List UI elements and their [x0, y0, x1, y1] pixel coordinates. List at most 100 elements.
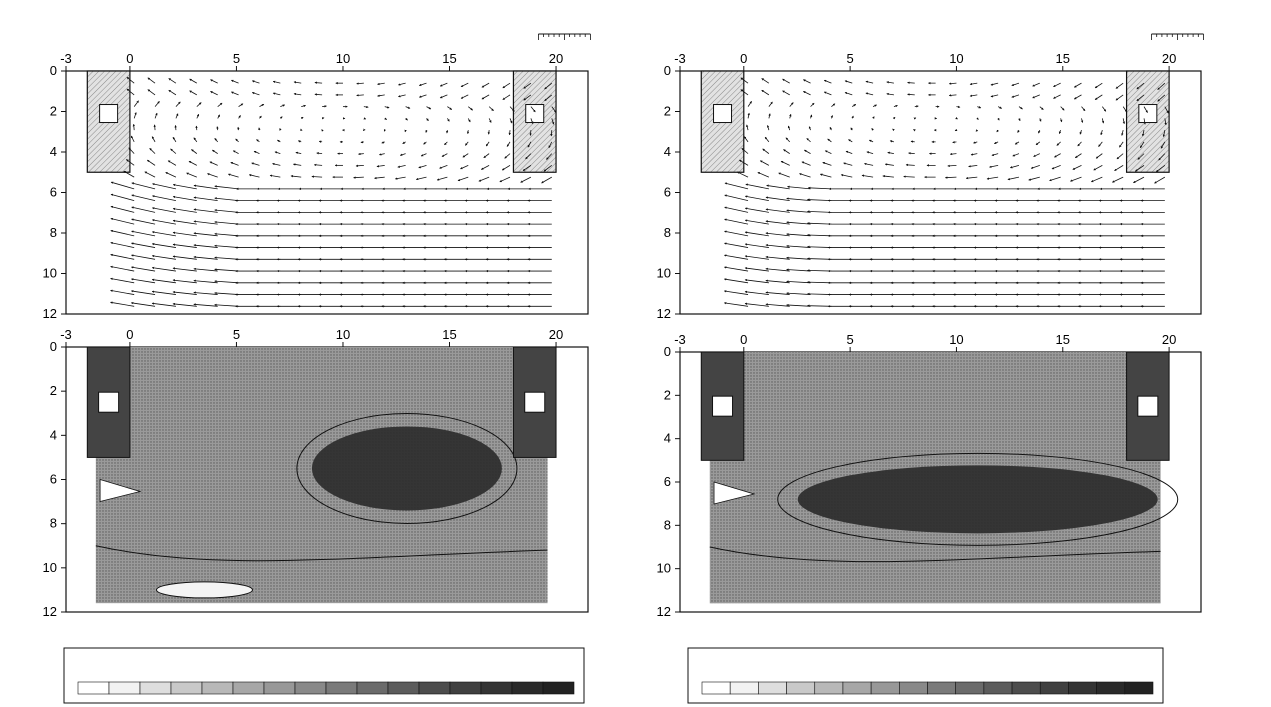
vector-arrow: [295, 151, 302, 155]
vector-arrow: [747, 101, 752, 107]
vector-arrow: [551, 106, 557, 113]
vector-arrow: [462, 153, 469, 158]
vector-arrow: [1122, 118, 1126, 125]
vector-arrow: [217, 102, 223, 107]
colorbar-swatch: [729, 681, 759, 695]
vector-arrow: [227, 173, 239, 178]
vector-arrow: [251, 92, 260, 96]
vector-arrow: [297, 140, 302, 143]
vector-arrow: [807, 210, 832, 213]
vector-arrow: [884, 163, 894, 166]
x-tick-label: 0: [126, 51, 133, 66]
vector-arrow: [913, 117, 917, 120]
vector-arrow: [745, 183, 769, 190]
vector-field: [110, 76, 557, 308]
vector-arrow: [768, 101, 773, 107]
vector-arrow: [1054, 153, 1061, 158]
vector-arrow: [193, 220, 218, 225]
vector-arrow: [378, 153, 385, 156]
vector-arrow: [1039, 106, 1044, 110]
y-tick-label: 4: [50, 427, 57, 442]
vector-arrow: [110, 229, 135, 237]
vector-arrow: [914, 105, 919, 108]
vector-arrow: [1100, 130, 1103, 136]
vector-arrow: [193, 244, 218, 248]
vector-arrow: [214, 291, 239, 295]
vector-arrow: [741, 148, 749, 154]
vector-arrow: [238, 115, 241, 119]
vector-arrow: [744, 231, 769, 237]
vector-arrow: [1039, 118, 1042, 122]
vector-arrow: [316, 152, 323, 155]
vector-arrow: [785, 137, 791, 143]
vector-arrow: [165, 172, 177, 178]
vector-arrow: [997, 106, 1003, 109]
vector-arrow: [172, 231, 197, 237]
vector-arrow: [259, 115, 262, 119]
vector-arrow: [807, 198, 832, 201]
vector-arrow: [1053, 94, 1061, 99]
colorbar-swatch: [1039, 681, 1069, 695]
vector-arrow: [746, 124, 749, 131]
vector-arrow: [871, 128, 874, 131]
vector-arrow: [214, 197, 239, 201]
vector-arrow: [279, 116, 283, 119]
vector-arrow: [363, 117, 367, 120]
vector-arrow: [321, 129, 324, 132]
vector-arrow: [1141, 130, 1145, 137]
vector-arrow: [356, 82, 364, 85]
vector-arrow: [290, 174, 302, 178]
vector-arrow: [892, 128, 895, 132]
vector-arrow: [152, 195, 177, 201]
vector-arrow: [1102, 106, 1107, 112]
vector-arrow: [172, 136, 177, 143]
vector-arrow: [810, 102, 815, 107]
y-tick-label: 12: [657, 604, 671, 619]
region-label-box: [99, 104, 119, 124]
vector-arrow: [1094, 82, 1103, 89]
vector-arrow: [272, 162, 281, 166]
colorbar-swatch: [814, 681, 844, 695]
vector-arrow: [1164, 118, 1167, 126]
colorbar-swatch: [870, 681, 900, 695]
vector-arrow: [976, 117, 979, 120]
vector-arrow: [1030, 164, 1040, 169]
vector-arrow: [172, 290, 197, 295]
vector-arrow: [864, 162, 874, 166]
colorbar-swatch: [170, 681, 203, 695]
vector-arrow: [1143, 118, 1146, 125]
vector-arrow: [418, 164, 427, 169]
vector-arrow: [384, 106, 390, 109]
vector-arrow: [151, 302, 176, 307]
vector-arrow: [948, 82, 957, 85]
colorbar-swatch: [899, 681, 928, 695]
x-tick-label: -3: [674, 332, 686, 347]
vector-arrow: [1049, 176, 1061, 182]
vector-arrow: [1058, 129, 1062, 135]
vector-arrow: [997, 117, 1000, 121]
vector-arrow: [1007, 176, 1020, 181]
vector-arrow: [844, 80, 853, 84]
vector-arrow: [154, 112, 158, 119]
vector-arrow: [1136, 82, 1145, 90]
region-label-box: [98, 391, 120, 413]
vector-arrow: [209, 161, 218, 166]
y-tick-label: 8: [50, 225, 57, 240]
vector-arrow: [251, 80, 260, 84]
vector-arrow: [973, 141, 978, 144]
vector-arrow: [133, 112, 137, 119]
colorbar-swatch: [955, 681, 985, 695]
y-tick-label: 12: [657, 306, 671, 321]
vector-arrow: [1051, 164, 1061, 170]
vector-arrow: [823, 91, 832, 96]
vector-arrow: [1073, 94, 1082, 100]
vector-arrow: [1011, 82, 1020, 87]
vector-arrow: [274, 151, 281, 155]
y-tick-label: 6: [50, 472, 57, 487]
vector-arrow: [761, 89, 770, 96]
vector-arrow: [724, 194, 749, 201]
vector-arrow: [969, 94, 978, 97]
vector-arrow: [1154, 176, 1166, 184]
vector-arrow: [765, 232, 790, 237]
